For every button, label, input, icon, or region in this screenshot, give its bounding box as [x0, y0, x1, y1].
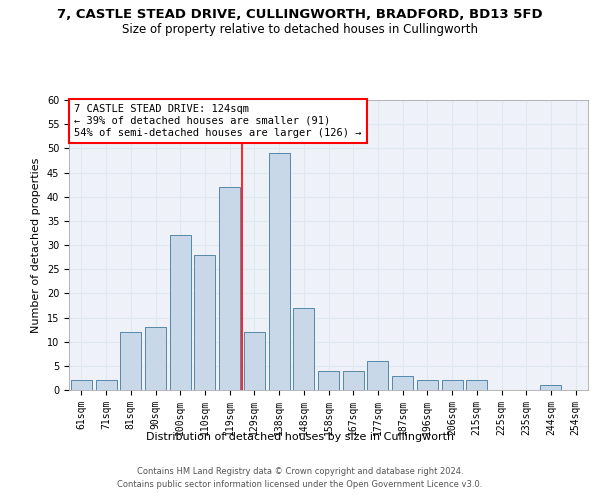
Bar	[343, 370, 364, 390]
Bar	[120, 332, 141, 390]
Bar	[466, 380, 487, 390]
Y-axis label: Number of detached properties: Number of detached properties	[31, 158, 41, 332]
Bar	[145, 327, 166, 390]
Bar	[244, 332, 265, 390]
Bar	[367, 361, 388, 390]
Bar	[95, 380, 116, 390]
Text: Size of property relative to detached houses in Cullingworth: Size of property relative to detached ho…	[122, 22, 478, 36]
Text: 7 CASTLE STEAD DRIVE: 124sqm
← 39% of detached houses are smaller (91)
54% of se: 7 CASTLE STEAD DRIVE: 124sqm ← 39% of de…	[74, 104, 362, 138]
Bar	[71, 380, 92, 390]
Bar	[417, 380, 438, 390]
Bar	[293, 308, 314, 390]
Bar	[318, 370, 339, 390]
Text: Contains public sector information licensed under the Open Government Licence v3: Contains public sector information licen…	[118, 480, 482, 489]
Bar	[219, 187, 240, 390]
Text: Contains HM Land Registry data © Crown copyright and database right 2024.: Contains HM Land Registry data © Crown c…	[137, 468, 463, 476]
Bar	[392, 376, 413, 390]
Bar	[194, 254, 215, 390]
Text: 7, CASTLE STEAD DRIVE, CULLINGWORTH, BRADFORD, BD13 5FD: 7, CASTLE STEAD DRIVE, CULLINGWORTH, BRA…	[57, 8, 543, 20]
Text: Distribution of detached houses by size in Cullingworth: Distribution of detached houses by size …	[146, 432, 454, 442]
Bar	[269, 153, 290, 390]
Bar	[170, 236, 191, 390]
Bar	[541, 385, 562, 390]
Bar	[442, 380, 463, 390]
